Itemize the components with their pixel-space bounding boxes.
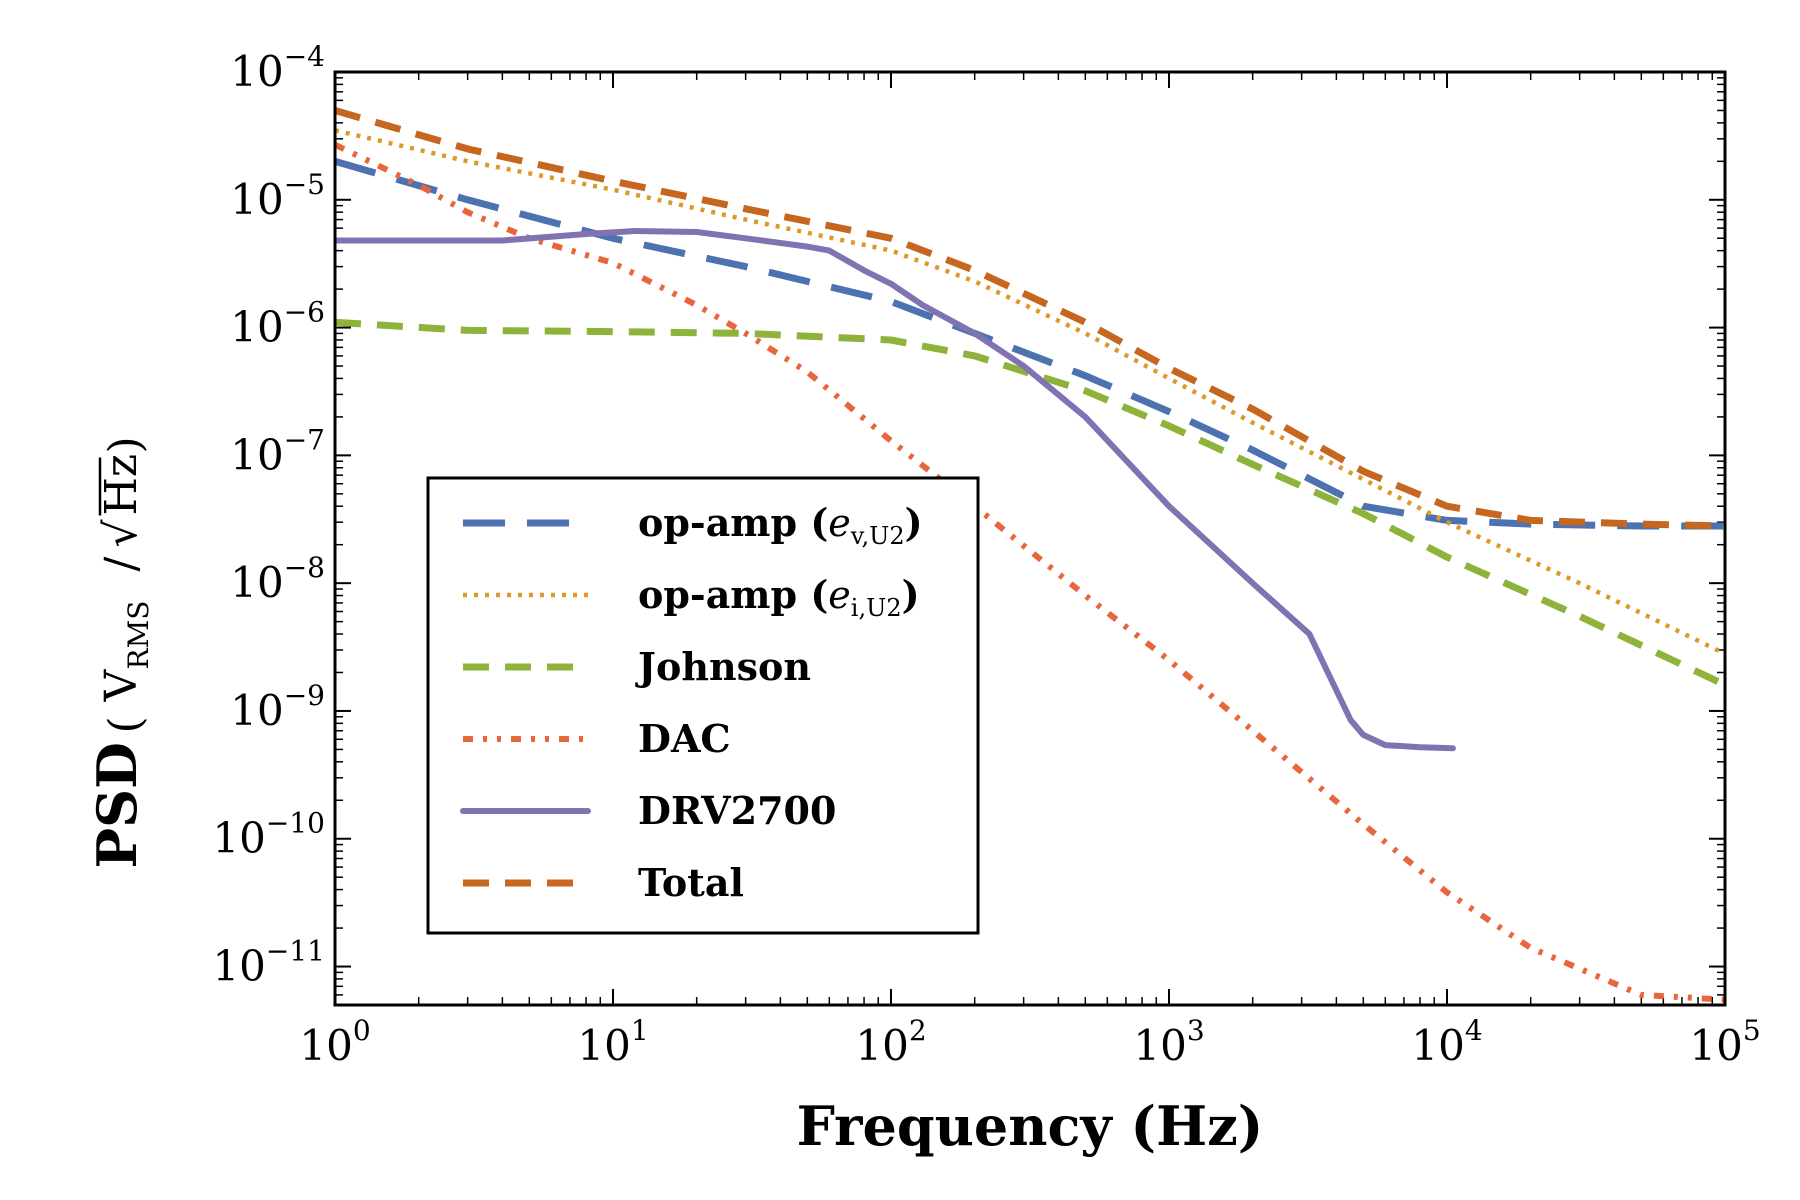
y-tick-label: 10−8 (230, 551, 325, 607)
legend-box (426, 476, 980, 935)
y-axis-title: PSD ( V RMS / √ Hz ) (85, 436, 155, 868)
x-tick-label: 102 (855, 1014, 926, 1070)
legend-item: op-amp (ei,U2) (463, 572, 920, 622)
y-axis-title-slash: / (96, 557, 147, 572)
y-tick-label: 10−6 (230, 296, 325, 352)
legend-item: Johnson (463, 644, 811, 689)
x-axis-title: Frequency (Hz) (797, 1094, 1264, 1158)
y-tick-labels: 10−4 10−5 10−6 10−7 10−8 10−9 10−10 10−11 (212, 40, 325, 991)
series-line-johnson (335, 318, 1725, 689)
series-line-drv2700 (335, 228, 1456, 752)
x-tick-labels: 100 101 102 103 104 105 (299, 1014, 1760, 1070)
legend-label: Johnson (635, 644, 811, 689)
legend-label: DRV2700 (638, 788, 836, 833)
legend-item: DRV2700 (460, 788, 836, 833)
y-axis-title-paren-close: ) (100, 436, 151, 453)
y-axis-title-paren-open: ( (100, 716, 151, 733)
y-axis-title-unit-root: Hz (96, 454, 147, 516)
y-axis-title-sqrt: √ (96, 519, 147, 548)
x-tick-label: 100 (299, 1014, 370, 1070)
series-layer (335, 107, 1725, 1003)
major-ticks (334, 71, 1726, 1005)
x-tick-label: 103 (1133, 1014, 1204, 1070)
x-tick-label: 105 (1689, 1014, 1760, 1070)
x-tick-label: 104 (1411, 1014, 1482, 1070)
legend-items: op-amp (ev,U2) op-amp (ei,U2) Johnson DAC DR… (460, 500, 923, 905)
y-tick-label: 10−10 (212, 807, 325, 863)
legend-label: DAC (638, 716, 731, 761)
series-line-dac (335, 141, 1725, 1003)
legend-item: DAC (463, 716, 731, 761)
y-axis-title-unit-sub: RMS (122, 601, 155, 670)
x-tick-label: 101 (577, 1014, 648, 1070)
y-tick-label: 10−5 (230, 168, 325, 224)
legend-label: Total (638, 860, 744, 905)
y-tick-label: 10−11 (212, 935, 325, 991)
y-axis-title-main: PSD (85, 742, 149, 868)
y-tick-label: 10−4 (230, 40, 325, 96)
series-line-total (335, 107, 1725, 530)
legend-item: op-amp (ev,U2) (463, 500, 923, 550)
legend: op-amp (ev,U2) op-amp (ei,U2) Johnson DAC DR… (426, 476, 980, 935)
legend-label: op-amp (ev,U2) (638, 500, 923, 550)
legend-item: Total (463, 860, 744, 905)
y-tick-label: 10−9 (230, 679, 325, 735)
series-line-op-amp-i-u2 (335, 128, 1725, 656)
series-line-op-amp-v-u2 (335, 157, 1725, 530)
y-axis-title-unit-base: V (96, 669, 147, 703)
legend-label: op-amp (ei,U2) (638, 572, 920, 622)
y-tick-label: 10−7 (230, 423, 325, 479)
plot-frame (333, 70, 1727, 1007)
